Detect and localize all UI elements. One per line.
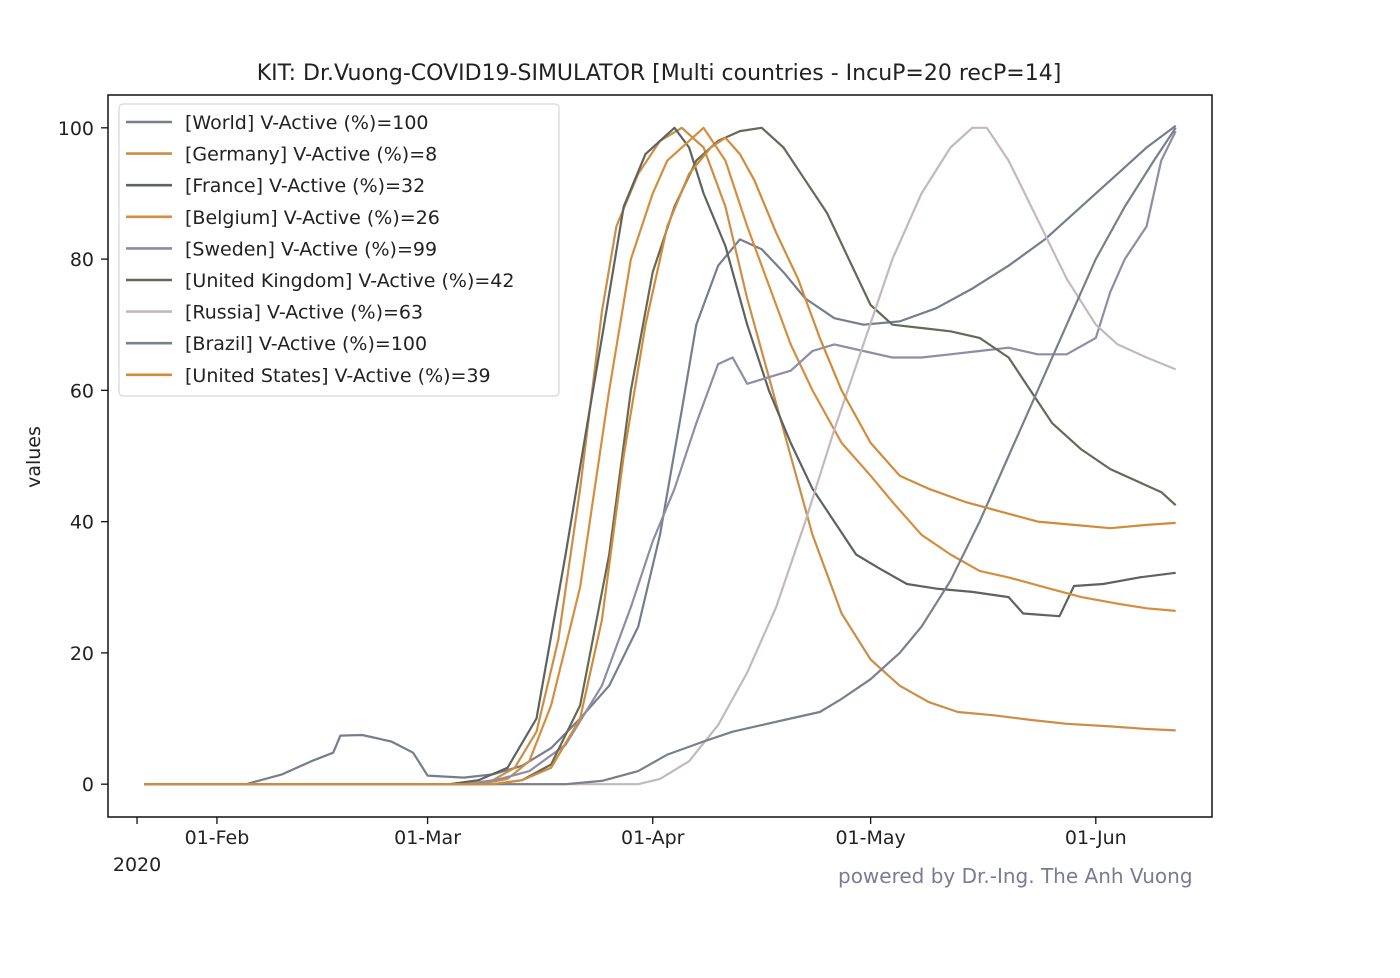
y-tick-label: 20	[70, 643, 94, 665]
y-tick-label: 80	[70, 249, 94, 271]
legend-label: [Germany] V-Active (%)=8	[185, 144, 437, 166]
legend-label: [World] V-Active (%)=100	[185, 112, 429, 134]
x-axis-ticks: 2020 01-Feb 01-Mar 01-Apr 01-May 01-Jun	[113, 817, 1127, 876]
y-tick-label: 40	[70, 512, 94, 534]
credit-text: powered by Dr.-Ing. The Anh Vuong	[838, 864, 1193, 888]
x-tick-label: 01-Jun	[1065, 827, 1127, 849]
x-tick-label: 2020	[113, 854, 161, 876]
x-tick-label: 01-Feb	[185, 827, 250, 849]
legend-label: [Brazil] V-Active (%)=100	[185, 333, 427, 355]
x-tick-label: 01-Mar	[394, 827, 461, 849]
legend-label: [United Kingdom] V-Active (%)=42	[185, 270, 514, 292]
x-tick-label: 01-Apr	[621, 827, 685, 849]
series-line-2	[144, 126, 1176, 786]
y-axis-label: values	[23, 426, 45, 488]
y-tick-label: 0	[82, 774, 94, 796]
y-axis-ticks: 0 20 40 60 80 100	[58, 118, 108, 796]
legend-label: [Sweden] V-Active (%)=99	[185, 238, 437, 260]
x-tick-label: 01-May	[835, 827, 905, 849]
legend: [World] V-Active (%)=100 [Germany] V-Acti…	[118, 103, 560, 397]
series-line-4	[144, 130, 1177, 786]
legend-box	[118, 103, 560, 397]
legend-label: [Belgium] V-Active (%)=26	[185, 207, 440, 229]
series-line-8	[144, 136, 1176, 786]
series-line-7	[144, 127, 1177, 786]
series-line-6	[144, 126, 1177, 786]
series-line-3	[144, 126, 1176, 786]
y-tick-label: 60	[70, 380, 94, 402]
series-line-0	[144, 124, 1177, 786]
series-line-1	[144, 126, 1176, 786]
legend-label: [Russia] V-Active (%)=63	[185, 302, 423, 324]
plot-frame	[107, 94, 1213, 818]
chart-title: KIT: Dr.Vuong-COVID19-SIMULATOR [Multi c…	[257, 61, 1062, 86]
legend-label: [France] V-Active (%)=32	[185, 175, 425, 197]
legend-label: [United States] V-Active (%)=39	[185, 365, 491, 387]
plot-lines	[144, 124, 1177, 786]
series-line-5	[144, 126, 1177, 786]
y-tick-label: 100	[58, 118, 94, 140]
